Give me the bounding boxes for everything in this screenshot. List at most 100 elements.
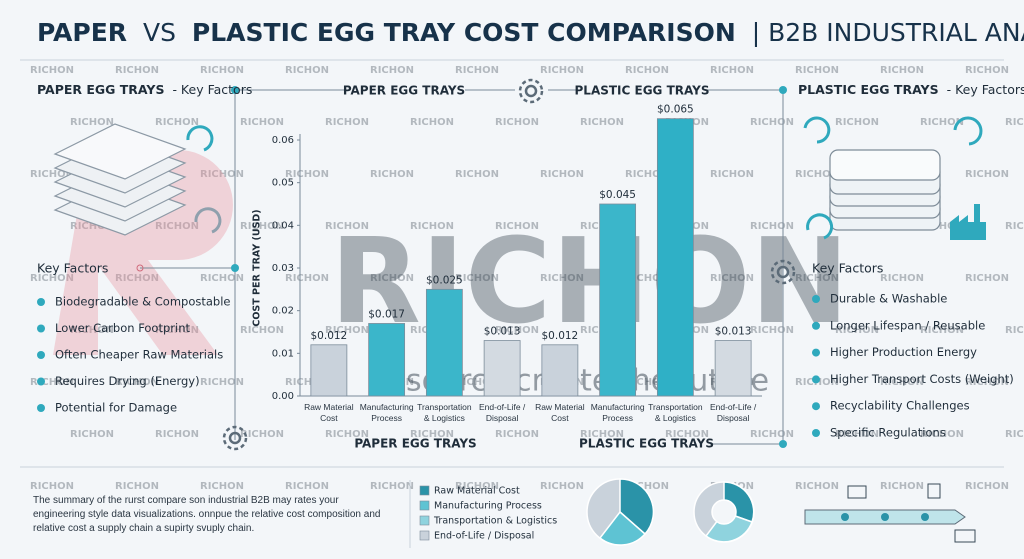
watermark-text: RICHON <box>795 481 839 492</box>
page-title: PAPER VS PLASTIC EGG TRAY COST COMPARISO… <box>37 18 1024 47</box>
pie-icon <box>586 478 655 546</box>
connector-dot <box>136 264 144 272</box>
value-label: $0.012 <box>542 330 579 342</box>
watermark-text: RICHON <box>200 169 244 180</box>
watermark-text: RICHON <box>710 169 754 180</box>
watermark-text: RICHON <box>200 481 244 492</box>
legend-swatch <box>419 530 430 541</box>
watermark-text: RICHON <box>965 169 1009 180</box>
group-label: PLASTIC EGG TRAYS <box>579 437 714 451</box>
watermark-text: RICHON <box>455 65 499 76</box>
bar <box>425 288 463 397</box>
watermark-text: RICHON <box>540 65 584 76</box>
legend-swatch <box>419 500 430 511</box>
legend-swatch <box>419 485 430 496</box>
watermark-text: RICHON <box>455 273 499 284</box>
watermark-text: RICHON <box>495 221 539 232</box>
x-tick-label: Raw Material Cost <box>535 402 585 423</box>
watermark-text: RICHON <box>965 377 1009 388</box>
watermark-text: RICHON <box>325 325 369 336</box>
watermark-text: RICHON <box>880 65 924 76</box>
bar <box>483 340 521 397</box>
y-tick-label: 0.00 <box>272 391 294 402</box>
watermark-text: RICHON <box>285 377 329 388</box>
watermark-text: RICHON <box>115 65 159 76</box>
watermark-text: RICHON <box>920 117 964 128</box>
connector-dot <box>231 86 239 94</box>
legend-label: Raw Material Cost <box>434 486 520 497</box>
watermark-text: RICHON <box>30 481 74 492</box>
bar <box>541 344 579 397</box>
value-label: $0.065 <box>657 104 694 116</box>
factor-bullet <box>812 348 820 357</box>
x-tick-label: Manufacturing Process <box>359 402 414 423</box>
watermark-text: RICHON <box>835 429 879 440</box>
x-tick-label: Manufacturing Process <box>590 402 645 423</box>
x-tick-label: End-of-Life / Disposal <box>709 402 757 423</box>
factor-bullet <box>37 377 45 386</box>
bar <box>599 203 637 397</box>
watermark-text: RICHON <box>540 273 584 284</box>
bar-chart: 0.00 0.01 0.02 0.03 0.04 0.05 0.06 COST PER TRA… <box>252 84 762 451</box>
watermark-text: RICHON <box>795 273 839 284</box>
watermark-text: RICHON <box>115 377 159 388</box>
x-tick-label: Raw Material Cost <box>304 402 354 423</box>
watermark-text: RICHON <box>495 429 539 440</box>
value-label: $0.045 <box>599 189 636 201</box>
watermark-text: RICHON <box>325 221 369 232</box>
watermark-text: RICHON <box>155 117 199 128</box>
watermark-text: RICHON <box>30 377 74 388</box>
watermark-text: RICHON <box>1005 429 1024 440</box>
factor-bullet <box>37 298 45 306</box>
watermark-text: RICHON <box>625 273 669 284</box>
watermark-text: RICHON <box>1005 117 1024 128</box>
x-tick-label: End-of-Life / Disposal <box>478 402 526 423</box>
footer-summary: The summary of the rurst compare son ind… <box>33 495 381 534</box>
watermark-text: RICHON <box>325 429 369 440</box>
panel-title: PLASTIC EGG TRAYS - Key Factors <box>798 82 1024 97</box>
watermark-text: RICHON <box>580 429 624 440</box>
watermark-text: RICHON <box>920 429 964 440</box>
watermark-text: RICHON <box>200 377 244 388</box>
title-part: PLASTIC EGG TRAY COST COMPARISON <box>192 18 736 47</box>
y-tick-label: 0.01 <box>272 348 294 359</box>
watermark-text: RICHON <box>965 65 1009 76</box>
bar <box>714 340 752 397</box>
watermark-text: RICHON <box>1005 221 1024 232</box>
panel-title: PAPER EGG TRAYS - Key Factors <box>37 82 252 97</box>
watermark-text: RICHON <box>155 429 199 440</box>
y-tick-label: 0.06 <box>272 135 294 146</box>
x-tick-label: Transportation & Logistics <box>648 402 703 423</box>
watermark-text: RICHON <box>70 221 114 232</box>
watermark-text: RICHON <box>325 117 369 128</box>
watermark-text: RICHON <box>920 221 964 232</box>
watermark-text: RICHON <box>495 117 539 128</box>
watermark-text: RICHON <box>750 117 794 128</box>
factor-item: Durable & Washable <box>830 292 947 306</box>
factor-bullet <box>812 321 820 330</box>
factor-item: Lower Carbon Footprint <box>55 321 190 335</box>
panel-title-suffix: - Key Factors <box>172 82 252 97</box>
watermark-text: RICHON <box>240 221 284 232</box>
watermark-text: RICHON <box>795 169 839 180</box>
y-axis-label: COST PER TRAY (USD) <box>252 209 263 326</box>
watermark-text: RICHON <box>70 117 114 128</box>
bar <box>368 323 406 397</box>
watermark-text: RICHON <box>370 273 414 284</box>
watermark-text: RICHON <box>370 481 414 492</box>
watermark-text: RICHON <box>540 169 584 180</box>
watermark-text: RICHON <box>155 325 199 336</box>
watermark-text: RICHON <box>710 65 754 76</box>
legend-label: End-of-Life / Disposal <box>434 531 534 542</box>
group-header: PAPER EGG TRAYS <box>343 84 465 98</box>
factor-bullet <box>37 404 45 412</box>
watermark-text: RICHON <box>625 481 669 492</box>
watermark-text: RICHON <box>115 481 159 492</box>
legend-label: Transportation & Logistics <box>433 516 557 527</box>
factor-bullet <box>37 351 45 359</box>
footer-legend: Raw Material Cost Manufacturing Process Tr… <box>419 485 557 542</box>
watermark-text: RICHON <box>240 117 284 128</box>
connector-dot <box>231 264 239 272</box>
watermark-text: RICHON <box>540 481 584 492</box>
panel-title-suffix: - Key Factors <box>947 82 1024 97</box>
